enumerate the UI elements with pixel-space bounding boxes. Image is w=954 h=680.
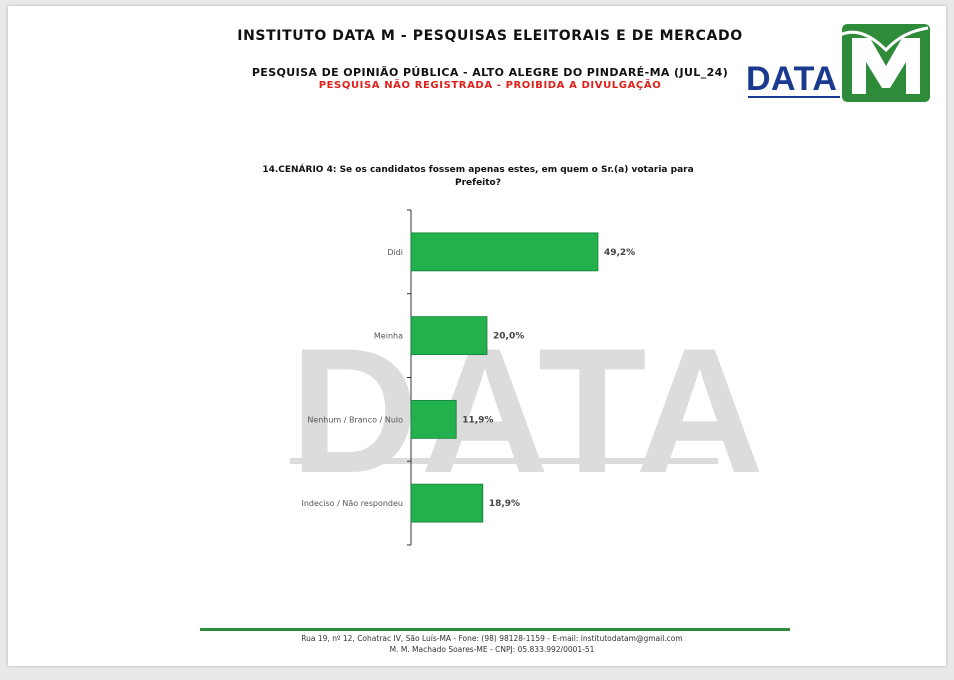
category-label: Nenhum / Branco / Nulo (307, 415, 403, 424)
category-label: Meinha (374, 332, 403, 341)
registration-warning: PESQUISA NÃO REGISTRADA - PROIBIDA A DIV… (318, 80, 662, 91)
value-label: 11,9% (462, 415, 493, 425)
value-label: 49,2% (604, 248, 635, 258)
footer-divider (200, 628, 790, 631)
survey-subtitle: PESQUISA DE OPINIÃO PÚBLICA - ALTO ALEGR… (251, 66, 729, 79)
watermark-text: DATA (290, 311, 766, 510)
bar-3 (410, 483, 484, 523)
logo-underline (748, 96, 840, 98)
chart-title: 14.CENÁRIO 4: Se os candidatos fossem ap… (262, 165, 694, 188)
bar-2 (410, 399, 457, 439)
footer-company: M. M. Machado Soares-ME - CNPJ: 05.833.9… (389, 645, 595, 654)
category-label: Didi (387, 248, 403, 257)
value-label: 20,0% (493, 332, 524, 342)
logo-text: DATA (746, 60, 838, 98)
value-label: 18,9% (489, 499, 520, 509)
category-label: Indeciso / Não respondeu (301, 499, 403, 508)
bar-0 (410, 232, 599, 272)
footer-address: Rua 19, nº 12, Cohatrac IV, São Luís-MA … (301, 634, 683, 643)
institute-title: INSTITUTO DATA M - PESQUISAS ELEITORAIS … (237, 28, 743, 44)
datam-logo: DATA (742, 22, 932, 104)
bar-1 (410, 316, 488, 356)
logo-m-mark (837, 24, 930, 102)
watermark-bar (290, 458, 718, 464)
